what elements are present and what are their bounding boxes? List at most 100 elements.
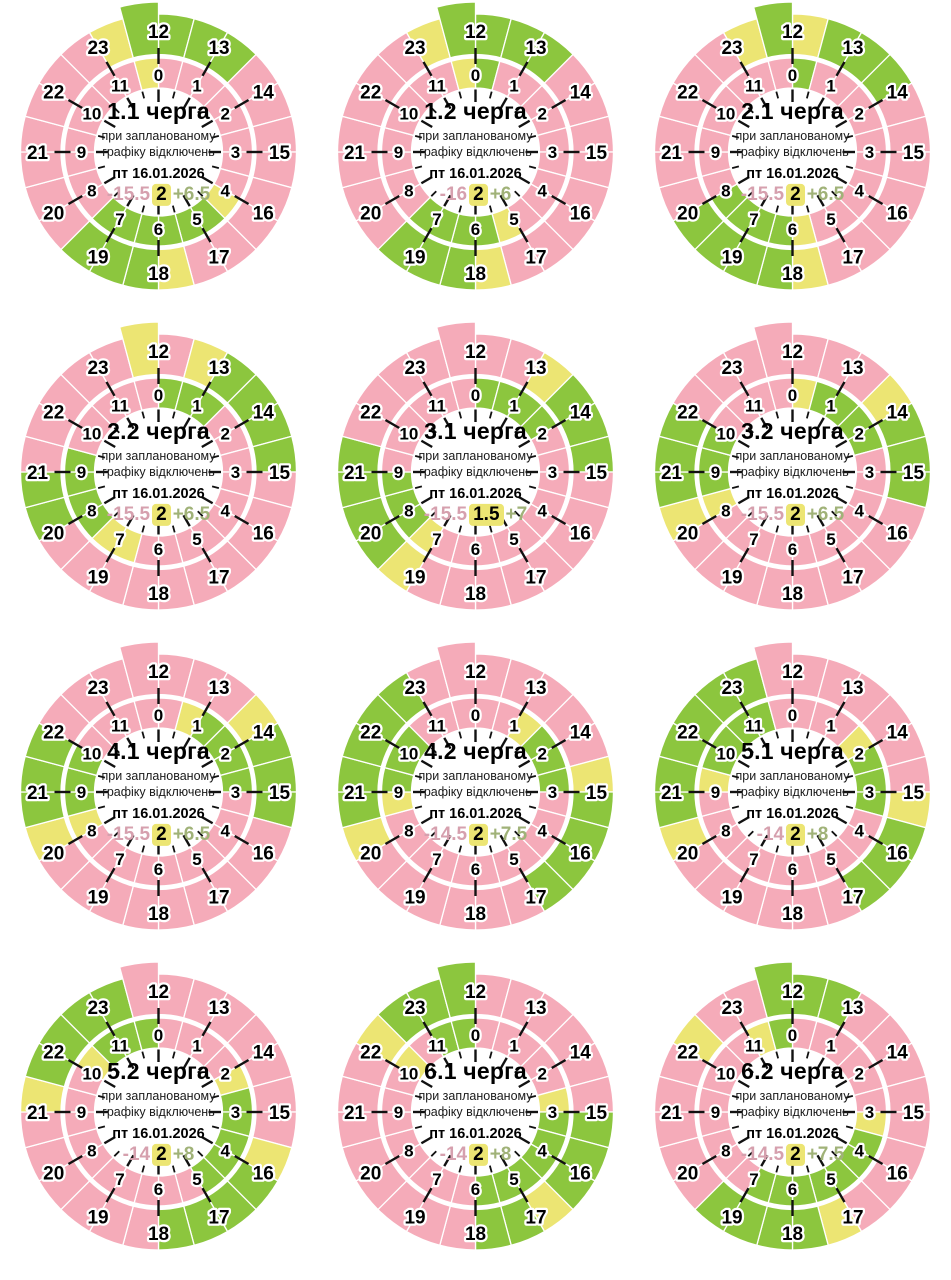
hour-label-inner: 8 [87,822,96,841]
hour-label-inner: 1 [826,1036,835,1055]
hour-label-outer: 23 [87,38,108,59]
tick [97,1094,106,1099]
hour-label-outer: 18 [148,1224,169,1245]
hours-off: -14 [756,824,785,846]
gap-tick [835,1187,846,1203]
tick [831,747,838,754]
tick [211,134,220,139]
gap-tick [739,61,750,77]
ring-segments [653,321,932,611]
ring-segments [653,961,932,1251]
gap-tick [835,867,846,883]
hour-label-outer: 19 [87,1208,108,1229]
tick [458,91,463,99]
queue-title: 2.2 черга [107,417,210,444]
tick [126,834,135,847]
gap-tick [201,227,212,243]
gap-tick [67,194,83,206]
tick [737,175,750,185]
tick [420,1079,433,1089]
queue-dial-4.2: 0 1 2 3 4 5 6 7 8 9 10 11 12 13 14 15 16 17 18 19 20 21 22 23 4.… [317,640,634,960]
hour-label-outer: 21 [661,783,683,804]
tick [113,830,120,837]
tick [420,815,433,825]
hour-label-outer: 22 [677,1042,698,1063]
hour-label-inner: 2 [854,1065,863,1084]
tick [845,134,854,139]
tick [747,830,754,837]
gap-tick [868,1154,884,1166]
hours-maybe-chip: 2 [786,1144,805,1167]
gap-tick [701,1154,717,1166]
hour-label-outer: 12 [782,982,803,1003]
tick [518,1079,531,1089]
hour-label-inner: 5 [192,850,201,869]
hour-label-inner: 9 [394,1103,403,1122]
hour-label-outer: 13 [842,998,863,1019]
schedule-date: пт 16.01.2026 [746,485,839,502]
hour-label-outer: 16 [253,1163,274,1184]
hour-label-inner: 9 [77,463,86,482]
hour-label-outer: 14 [570,82,592,103]
hour-label-outer: 14 [253,402,275,423]
hour-label-inner: 6 [788,860,797,879]
subtitle-line: графіку відключень [419,784,532,799]
tick [488,525,493,533]
tick [126,417,135,430]
hour-label-inner: 6 [154,540,163,559]
hour-label-outer: 22 [360,722,381,743]
queue-title: 5.1 черга [741,737,844,764]
hour-label-inner: 2 [537,1065,546,1084]
gap-tick [384,194,400,206]
tick [182,1057,191,1070]
hour-label-outer: 20 [677,1163,698,1184]
tick [518,1135,531,1145]
ring-segments [336,321,615,611]
queue-dial-3.2: 0 1 2 3 4 5 6 7 8 9 10 11 12 13 14 15 16 17 18 19 20 21 22 23 3.… [634,320,951,640]
hours-summary: -15.5 1.5 +7 [391,504,561,527]
schedule-date: пт 16.01.2026 [429,805,522,822]
hour-label-inner: 6 [471,860,480,879]
tick [528,485,537,490]
gap-tick [234,1058,250,1070]
tick [103,1135,116,1145]
hour-label-outer: 17 [208,248,229,269]
subtitle-line: при запланованому [418,129,533,144]
tick [760,194,769,207]
tick [831,107,838,114]
tick [731,134,740,139]
hours-on: +7.5 [489,824,528,846]
subtitle-line: графіку відключень [102,784,215,799]
tick [805,1165,810,1173]
hour-label-outer: 23 [721,998,742,1019]
hours-summary: -16 2 +6 [391,184,561,207]
hour-label-outer: 22 [43,82,64,103]
hour-label-inner: 10 [399,105,418,124]
hour-label-outer: 17 [525,568,546,589]
hour-label-outer: 16 [887,203,908,224]
hour-label-inner: 11 [111,396,129,415]
tick [126,1154,135,1167]
queue-title: 1.1 черга [107,97,210,124]
tick [458,205,463,213]
hour-label-inner: 4 [537,502,547,521]
hour-label-outer: 17 [208,568,229,589]
hour-label-inner: 8 [87,182,96,201]
hours-off: -16 [439,184,468,206]
gap-tick [422,1021,433,1037]
dial-center-info: 6.2 черга при запланованому графіку відклю… [708,1058,878,1167]
schedule-date: пт 16.01.2026 [112,1125,205,1142]
hour-label-inner: 10 [82,425,101,444]
tick [831,190,838,197]
tick [458,525,463,533]
tick [197,107,204,114]
hours-off: -15.5 [106,504,151,526]
hours-maybe-chip: 2 [786,504,805,527]
hour-label-inner: 9 [394,783,403,802]
hour-label-inner: 2 [854,105,863,124]
hours-maybe-chip: 2 [152,184,171,207]
hour-label-outer: 14 [570,722,592,743]
tick [775,91,780,99]
hour-label-outer: 13 [842,38,863,59]
